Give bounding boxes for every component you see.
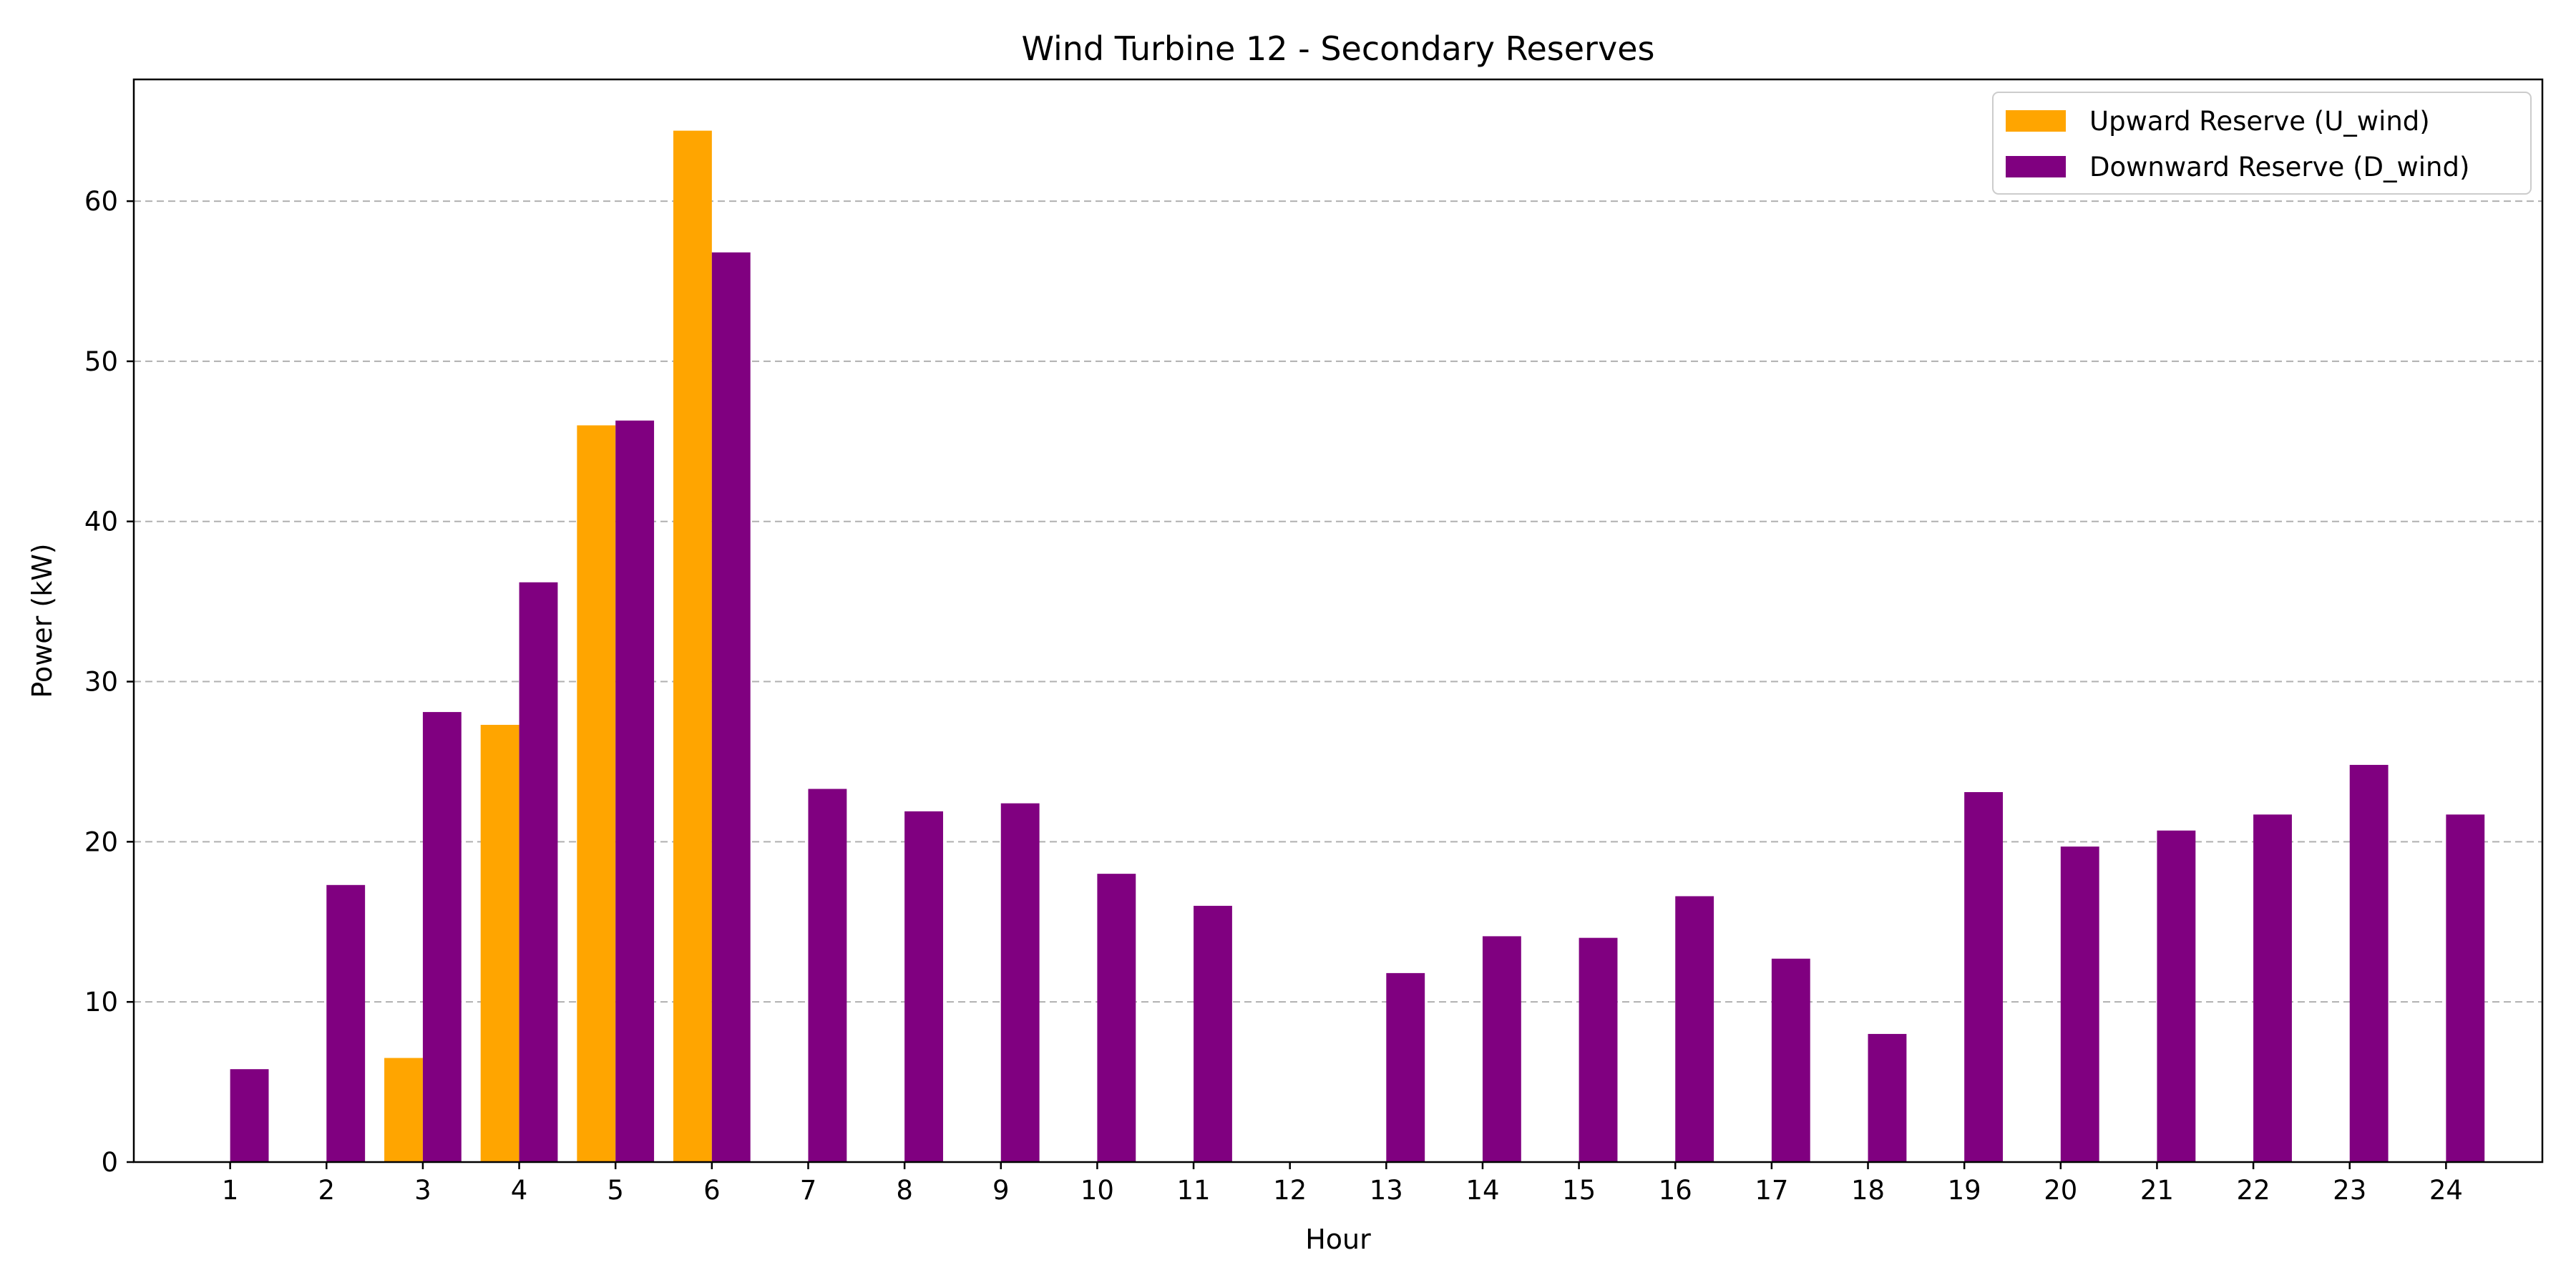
x-tick-label: 15 [1562, 1175, 1596, 1206]
bar-downward-hour-3 [422, 712, 462, 1162]
chart-title: Wind Turbine 12 - Secondary Reserves [1022, 29, 1655, 68]
x-tick-label: 2 [318, 1175, 336, 1206]
bar-upward-hour-4 [480, 724, 519, 1162]
x-tick-label: 10 [1080, 1175, 1114, 1206]
bar-downward-hour-21 [2157, 830, 2196, 1162]
y-axis-label: Power (kW) [26, 543, 58, 698]
legend-swatch-downward [2006, 156, 2066, 177]
bar-downward-hour-15 [1579, 937, 1618, 1162]
bar-downward-hour-2 [326, 884, 366, 1162]
bar-downward-hour-9 [1000, 803, 1040, 1162]
y-tick-label: 50 [84, 346, 118, 377]
x-tick-label: 6 [703, 1175, 721, 1206]
x-tick-label: 22 [2237, 1175, 2270, 1206]
x-tick-label: 13 [1370, 1175, 1403, 1206]
bar-upward-hour-3 [384, 1058, 423, 1162]
plot-frame [132, 78, 2544, 1163]
legend-label-downward: Downward Reserve (D_wind) [2089, 152, 2469, 182]
axis-ticks: 1 2 3 4 5 6 7 8 9 10 11 12 13 14 15 16 17 18 19 20 21 22 23 240… [84, 186, 2463, 1206]
y-tick-label: 60 [84, 186, 118, 217]
legend-box [1992, 92, 2532, 195]
bar-downward-hour-5 [615, 420, 655, 1163]
x-tick-label: 7 [800, 1175, 817, 1206]
bar-downward-hour-18 [1868, 1033, 1907, 1162]
x-tick-label: 9 [992, 1175, 1010, 1206]
y-tick-label: 10 [84, 987, 118, 1018]
legend: Upward Reserve (U_wind) Downward Reserve… [1992, 92, 2532, 195]
x-tick-label: 8 [896, 1175, 913, 1206]
x-tick-label: 17 [1755, 1175, 1788, 1206]
x-tick-label: 23 [2333, 1175, 2366, 1206]
x-tick-label: 19 [1948, 1175, 1981, 1206]
bar-downward-hour-24 [2446, 814, 2485, 1162]
y-tick-label: 40 [84, 507, 118, 537]
x-tick-label: 18 [1851, 1175, 1885, 1206]
bar-downward-hour-4 [519, 582, 558, 1162]
x-tick-label: 5 [607, 1175, 624, 1206]
bar-downward-hour-8 [904, 811, 943, 1162]
bar-upward-hour-5 [577, 425, 616, 1162]
bar-downward-hour-1 [230, 1069, 269, 1162]
bars [230, 130, 2485, 1163]
bar-downward-hour-17 [1771, 958, 1810, 1162]
x-tick-label: 12 [1273, 1175, 1307, 1206]
x-tick-label: 11 [1176, 1175, 1210, 1206]
x-tick-label: 14 [1465, 1175, 1499, 1206]
legend-swatch-upward [2006, 110, 2066, 132]
y-tick-label: 30 [84, 667, 118, 698]
x-tick-label: 3 [414, 1175, 431, 1206]
x-tick-label: 16 [1659, 1175, 1692, 1206]
bar-downward-hour-7 [808, 789, 847, 1162]
y-tick-label: 20 [84, 826, 118, 857]
bar-upward-hour-6 [673, 130, 712, 1162]
x-tick-label: 21 [2140, 1175, 2174, 1206]
bar-downward-hour-23 [2349, 764, 2389, 1162]
x-tick-label: 20 [2044, 1175, 2077, 1206]
x-tick-label: 4 [511, 1175, 528, 1206]
bar-downward-hour-6 [711, 252, 751, 1162]
x-axis-label: Hour [1305, 1224, 1371, 1255]
bar-downward-hour-14 [1482, 936, 1521, 1162]
bar-downward-hour-20 [2060, 847, 2099, 1162]
x-tick-label: 1 [222, 1175, 239, 1206]
bar-downward-hour-22 [2253, 814, 2292, 1162]
bar-downward-hour-19 [1964, 791, 2004, 1162]
legend-label-upward: Upward Reserve (U_wind) [2089, 106, 2430, 137]
bar-downward-hour-10 [1097, 874, 1136, 1162]
y-tick-label: 0 [101, 1147, 118, 1178]
bar-downward-hour-13 [1386, 972, 1425, 1162]
x-tick-label: 24 [2429, 1175, 2463, 1206]
bar-downward-hour-16 [1675, 896, 1714, 1162]
bar-downward-hour-11 [1194, 905, 1232, 1162]
